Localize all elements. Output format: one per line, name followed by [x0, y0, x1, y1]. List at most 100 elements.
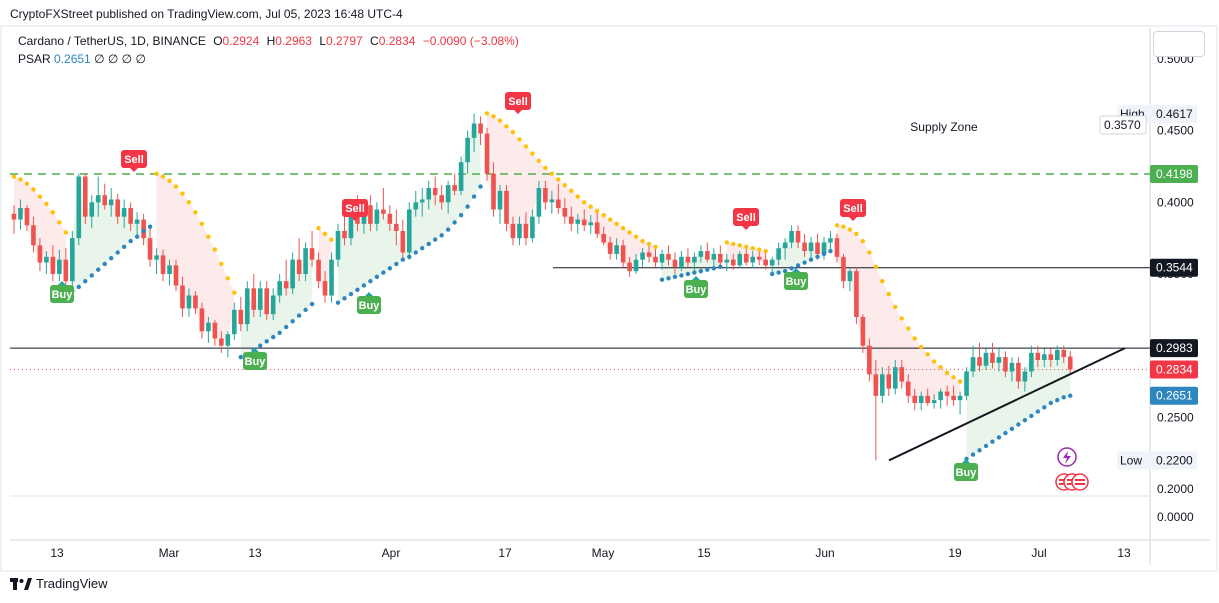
candle-body	[277, 281, 282, 296]
psar-dot	[938, 364, 943, 370]
psar-dot	[271, 334, 276, 340]
psar-fill-region	[318, 228, 332, 296]
psar-dot	[659, 277, 665, 282]
psar-dot	[102, 261, 107, 267]
symbol-name[interactable]: Cardano / TetherUS, 1D, BINANCE	[18, 34, 206, 48]
buy-badge	[954, 463, 978, 481]
candle-body	[381, 209, 386, 214]
candle-body	[860, 317, 866, 346]
y-tick-label: 0.2000	[1157, 482, 1194, 496]
x-tick-label: Apr	[382, 546, 401, 560]
candle-body	[892, 367, 898, 389]
buy-badge	[684, 280, 708, 298]
candle-body	[847, 271, 853, 282]
candle-body	[918, 395, 924, 403]
psar-dot	[931, 359, 937, 364]
candle-body	[1061, 349, 1067, 358]
psar-dot	[653, 244, 658, 249]
candle-body	[750, 256, 756, 263]
candle-body	[426, 188, 432, 200]
candle-body	[322, 281, 328, 296]
top-right-button[interactable]	[1153, 31, 1205, 57]
psar-dot	[290, 319, 295, 324]
psar-dot	[180, 191, 185, 196]
candle-body	[387, 213, 393, 224]
open-label: O	[213, 34, 223, 48]
sell-arrow	[742, 226, 750, 230]
price-label-value: 0.4198	[1156, 167, 1193, 181]
psar-dot	[11, 174, 17, 179]
change-value: −0.0090 (−3.08%)	[422, 34, 519, 48]
psar-dot	[601, 213, 606, 218]
candle-body	[212, 322, 218, 339]
x-tick-label: 13	[1117, 546, 1131, 560]
psar-dot	[899, 316, 904, 321]
candle-body	[983, 352, 989, 366]
price-label-box	[1150, 339, 1198, 358]
candle-body	[659, 253, 665, 263]
candle-body	[620, 245, 626, 263]
flag-stripe-icon	[1075, 479, 1085, 481]
psar-dot	[147, 224, 153, 229]
psar-label[interactable]: PSAR	[18, 52, 51, 66]
buy-arrow	[365, 292, 373, 296]
candle-body	[510, 223, 516, 239]
candle-body	[290, 259, 295, 289]
candle-body	[776, 248, 781, 260]
candle-body	[167, 265, 172, 274]
psar-dot	[757, 247, 762, 252]
candle-body	[264, 288, 270, 315]
psar-dot	[355, 287, 360, 292]
candle-body	[283, 281, 289, 289]
psar-dot	[348, 291, 354, 297]
candle-body	[1035, 352, 1041, 360]
psar-dot	[1035, 409, 1041, 414]
candle-body	[575, 219, 581, 224]
psar-dot	[556, 177, 561, 182]
support-trendline	[888, 347, 1126, 462]
psar-dot	[919, 344, 924, 350]
candle-body	[549, 199, 555, 203]
candle-body	[737, 253, 743, 266]
candle-body	[335, 231, 341, 260]
candle-body	[1048, 354, 1054, 360]
psar-dots	[11, 111, 1073, 462]
buy-label: Buy	[956, 467, 978, 479]
buy-badge	[357, 296, 381, 314]
signals: Buy Buy Buy Buy Buy Buy Sell Sell Sell Sell Sell	[50, 92, 978, 481]
candle-body	[95, 195, 101, 203]
candle-body	[70, 238, 75, 282]
psar-dot	[387, 266, 393, 271]
psar-dot	[854, 231, 859, 237]
psar-dot	[698, 268, 704, 274]
candle-body	[342, 231, 347, 239]
candle-body	[76, 176, 82, 239]
psar-dot	[582, 200, 587, 205]
candle-body	[432, 188, 438, 196]
candle-body	[413, 202, 419, 210]
psar-dot	[731, 241, 736, 247]
candle-body	[795, 231, 801, 243]
psar-dot	[543, 165, 548, 171]
psar-dot	[283, 324, 289, 330]
psar-dot	[595, 208, 600, 214]
x-tick-label: Jul	[1031, 546, 1046, 560]
candle-body	[698, 251, 704, 257]
candle-body	[121, 208, 127, 217]
candle-body	[679, 256, 684, 267]
candle-body	[400, 231, 406, 253]
candle-body	[1054, 349, 1060, 360]
psar-dot	[1042, 405, 1047, 410]
trendline[interactable]	[888, 347, 1126, 462]
psar-dot	[614, 221, 619, 227]
x-tick-label: 13	[248, 546, 262, 560]
sell-label: Sell	[124, 154, 144, 166]
candle-body	[1067, 356, 1073, 370]
psar-dot	[847, 227, 853, 232]
tradingview-footer[interactable]: TradingView	[10, 576, 108, 591]
psar-dot	[258, 343, 263, 348]
candle-body	[186, 295, 192, 309]
psar-dot	[977, 448, 982, 453]
psar-dot	[685, 271, 691, 277]
